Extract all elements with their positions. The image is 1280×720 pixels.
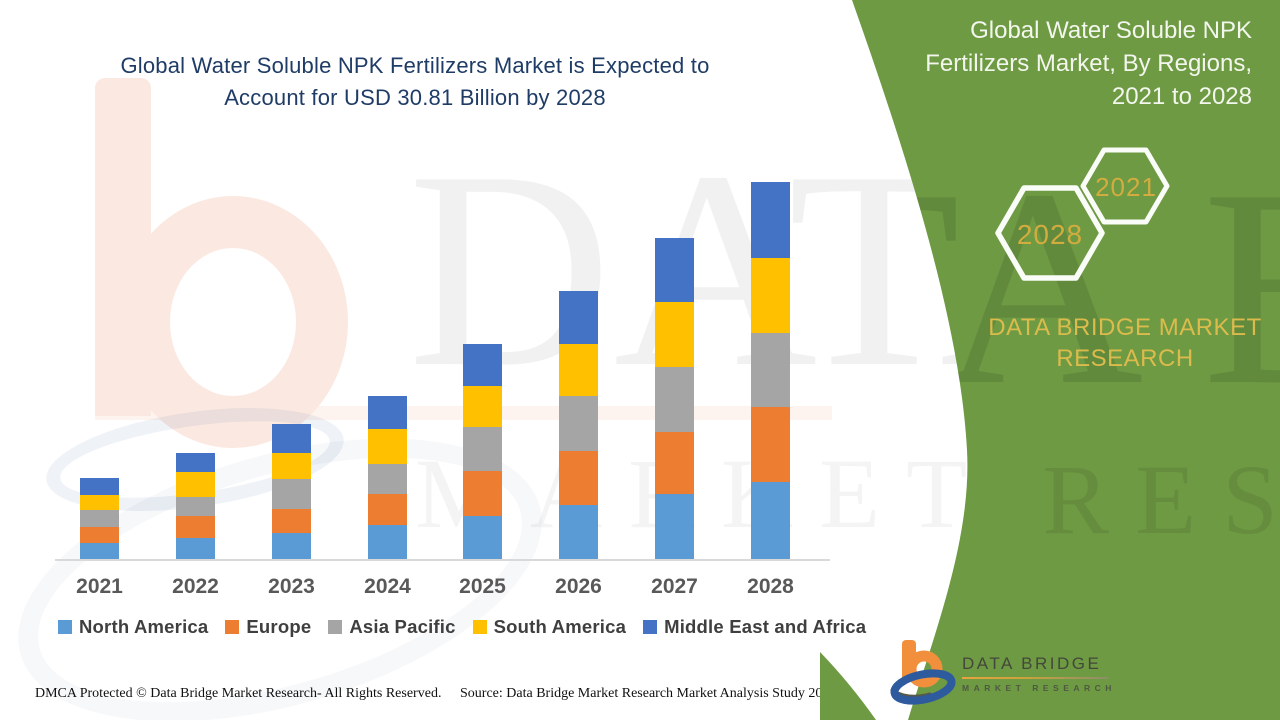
legend-item: Europe bbox=[225, 616, 311, 638]
bar-segment bbox=[751, 332, 790, 408]
bar-segment bbox=[80, 527, 119, 543]
bar-segment bbox=[463, 516, 502, 559]
bar-segment bbox=[368, 463, 407, 495]
bar-segment bbox=[368, 429, 407, 464]
bar-segment bbox=[751, 182, 790, 258]
source-note: Source: Data Bridge Market Research Mark… bbox=[460, 686, 837, 701]
bar-2021 bbox=[80, 478, 119, 559]
legend-swatch-icon bbox=[225, 620, 240, 634]
bar-segment bbox=[176, 496, 215, 517]
hexagon-2028-icon bbox=[995, 185, 1105, 281]
panel-watermark-row2: MARKET RESEARCH bbox=[820, 444, 1280, 555]
dmca-notice: DMCA Protected © Data Bridge Market Rese… bbox=[35, 686, 442, 701]
panel-brand-text: DATA BRIDGE MARKET RESEARCH bbox=[985, 312, 1265, 374]
data-bridge-logo-icon bbox=[890, 640, 956, 705]
chart-legend: North America Europe Asia Pacific South Ame… bbox=[58, 616, 866, 638]
x-axis-label: 2026 bbox=[555, 575, 602, 598]
bar-segment bbox=[751, 257, 790, 333]
side-panel-shape bbox=[852, 0, 1280, 720]
logo-name: DATA BRIDGE bbox=[962, 653, 1102, 673]
bar-segment bbox=[655, 238, 694, 302]
year-badges: 2021 2028 bbox=[995, 147, 1170, 281]
hexagon-2021-label: 2021 bbox=[1095, 172, 1157, 202]
bar-segment bbox=[463, 426, 502, 471]
bar-segment bbox=[463, 343, 502, 387]
bar-2025 bbox=[463, 343, 502, 559]
chart-title: Global Water Soluble NPK Fertilizers Mar… bbox=[120, 53, 710, 110]
x-axis-label: 2024 bbox=[364, 575, 411, 598]
legend-label: South America bbox=[493, 616, 627, 637]
bar-segment bbox=[272, 533, 311, 560]
bar-2027 bbox=[655, 238, 694, 559]
x-axis-line bbox=[55, 559, 830, 561]
bar-segment bbox=[272, 452, 311, 480]
bar-segment bbox=[176, 516, 215, 539]
legend-item: Asia Pacific bbox=[328, 616, 455, 638]
x-axis-label: 2025 bbox=[459, 575, 506, 598]
legend-label: Middle East and Africa bbox=[664, 616, 867, 637]
bar-segment bbox=[368, 396, 407, 430]
logo-subtitle: MARKET RESEARCH bbox=[962, 682, 1116, 693]
bar-segment bbox=[751, 481, 790, 560]
bar-segment bbox=[80, 509, 119, 528]
logo-rule bbox=[962, 676, 1108, 679]
x-axis-label: 2027 bbox=[651, 575, 698, 598]
legend-swatch-icon bbox=[472, 620, 487, 634]
bar-segment bbox=[176, 452, 215, 473]
legend-label: North America bbox=[79, 616, 209, 637]
bar-segment bbox=[463, 470, 502, 517]
bar-segment bbox=[559, 343, 598, 397]
x-axis-label: 2028 bbox=[747, 575, 794, 598]
bar-segment bbox=[176, 472, 215, 497]
bar-segment bbox=[751, 407, 790, 482]
bar-segment bbox=[272, 508, 311, 534]
bar-segment bbox=[176, 538, 215, 559]
bar-segment bbox=[368, 494, 407, 525]
bar-segment bbox=[368, 524, 407, 559]
bar-segment bbox=[463, 386, 502, 427]
bar-2023 bbox=[272, 424, 311, 560]
hexagon-2021-icon bbox=[1080, 147, 1170, 225]
bar-segment bbox=[272, 424, 311, 453]
legend-label: Asia Pacific bbox=[349, 616, 456, 637]
bar-segment bbox=[80, 495, 119, 510]
bar-2026 bbox=[559, 290, 598, 559]
legend-swatch-icon bbox=[58, 620, 72, 634]
bar-2024 bbox=[368, 396, 407, 559]
bar-segment bbox=[272, 479, 311, 509]
legend-item: Middle East and Africa bbox=[643, 616, 866, 638]
bar-segment bbox=[559, 505, 598, 559]
panel-brand-line1: DATA BRIDGE MARKET bbox=[988, 314, 1262, 341]
x-axis-label: 2023 bbox=[268, 575, 315, 598]
bar-segment bbox=[655, 494, 694, 559]
legend-swatch-icon bbox=[328, 620, 343, 634]
bar-segment bbox=[80, 478, 119, 496]
bar-segment bbox=[655, 366, 694, 432]
legend-item: South America bbox=[472, 616, 627, 638]
bar-segment bbox=[655, 431, 694, 495]
bar-segment bbox=[559, 290, 598, 344]
bar-segment bbox=[655, 301, 694, 367]
bar-segment bbox=[559, 451, 598, 506]
bar-segment bbox=[80, 542, 119, 559]
panel-brand-line2: RESEARCH bbox=[1056, 345, 1194, 372]
bar-2028 bbox=[751, 182, 790, 560]
hexagon-2028-label: 2028 bbox=[1017, 219, 1083, 250]
legend-label: Europe bbox=[246, 616, 312, 637]
x-axis-label: 2021 bbox=[76, 575, 123, 598]
legend-item: North America bbox=[58, 616, 208, 638]
bar-2022 bbox=[176, 452, 215, 559]
side-panel-corner-wedge bbox=[820, 652, 876, 720]
x-axis-label: 2022 bbox=[172, 575, 219, 598]
side-panel: DATA BRIDGE MARKET RESEARCH bbox=[820, 0, 1280, 720]
company-logo: DATA BRIDGE MARKET RESEARCH bbox=[886, 636, 1116, 708]
panel-heading: Global Water Soluble NPK Fertilizers Mar… bbox=[925, 17, 1252, 110]
bar-segment bbox=[559, 396, 598, 452]
legend-swatch-icon bbox=[643, 620, 658, 634]
